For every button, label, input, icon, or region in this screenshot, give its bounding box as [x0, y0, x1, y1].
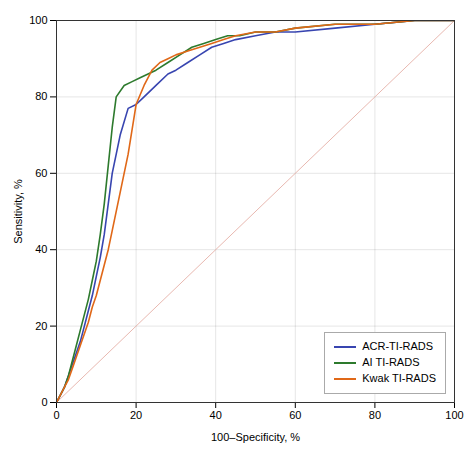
svg-text:40: 40	[35, 243, 47, 255]
svg-text:Sensitivity, %: Sensitivity, %	[12, 179, 24, 244]
svg-text:80: 80	[35, 90, 47, 102]
svg-text:20: 20	[35, 320, 47, 332]
html-text:Kwak TI-RADS: Kwak TI-RADS	[362, 372, 436, 385]
svg-text:60: 60	[35, 167, 47, 179]
svg-text:0: 0	[41, 396, 47, 408]
svg-text:80: 80	[369, 409, 381, 421]
html-text:AI TI-RADS: AI TI-RADS	[362, 356, 420, 369]
svg-text:0: 0	[53, 409, 59, 421]
svg-text:20: 20	[130, 409, 142, 421]
svg-text:100: 100	[29, 14, 47, 26]
html-text:ACR-TI-RADS: ACR-TI-RADS	[362, 340, 434, 353]
svg-text:60: 60	[289, 409, 301, 421]
svg-text:40: 40	[210, 409, 222, 421]
svg-text:100: 100	[445, 409, 463, 421]
svg-text:100–Specificity, %: 100–Specificity, %	[211, 431, 300, 443]
